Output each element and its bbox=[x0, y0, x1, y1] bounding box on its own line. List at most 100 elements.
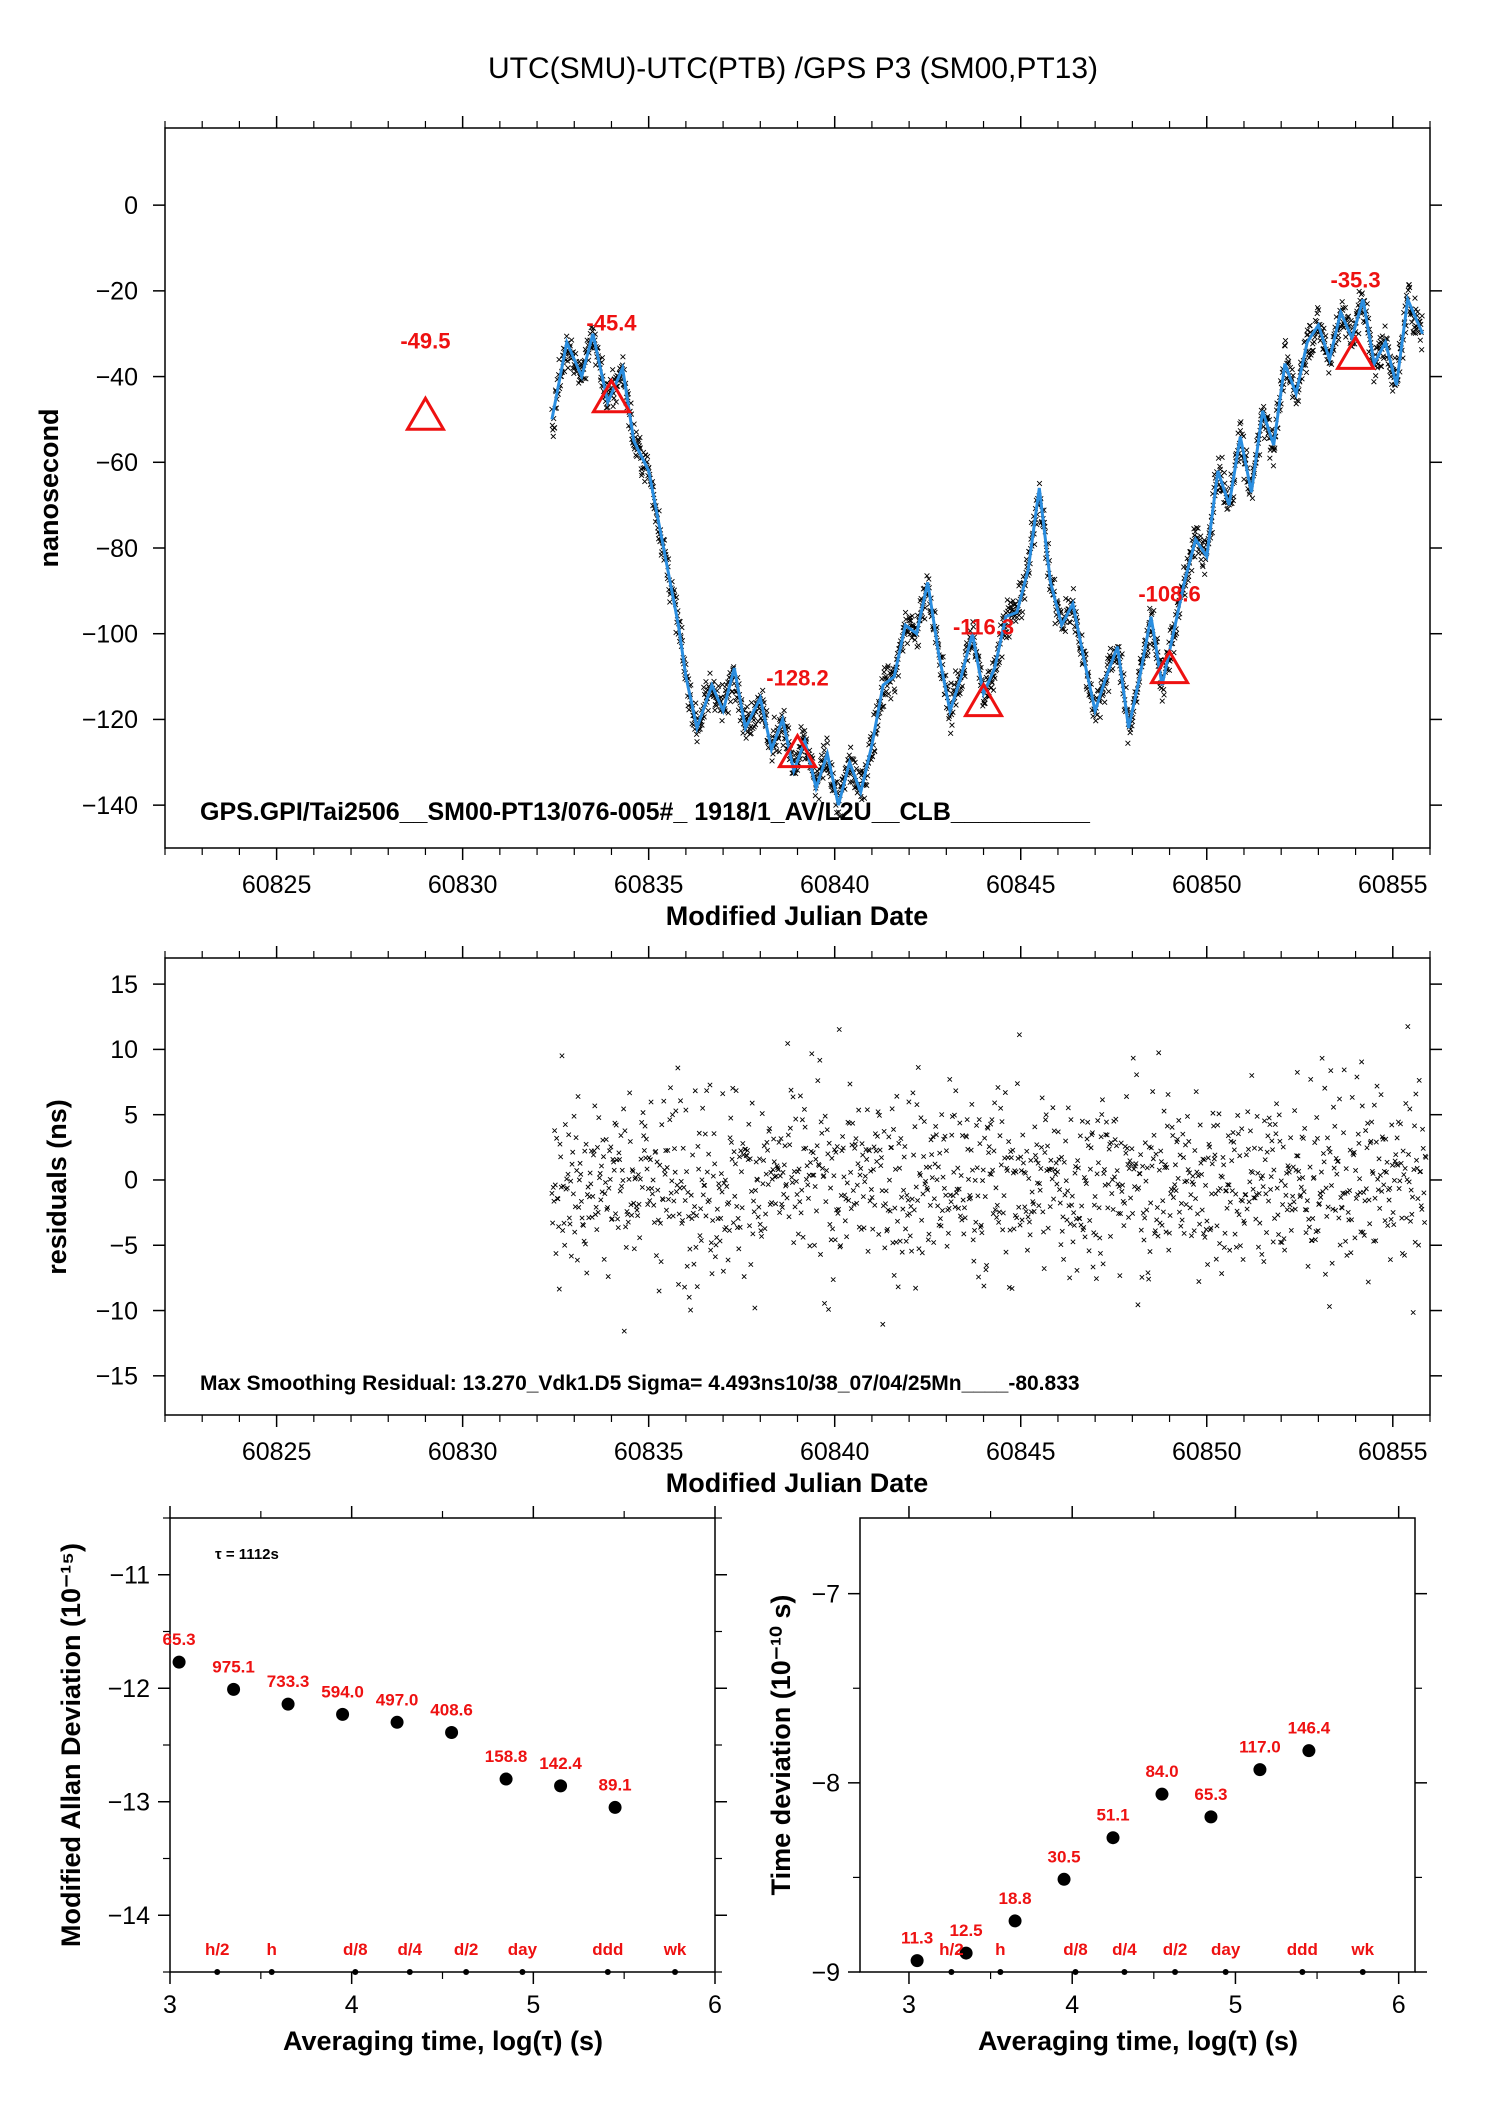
residuals-point bbox=[993, 1185, 999, 1191]
residuals-point bbox=[817, 1057, 823, 1063]
residuals-point bbox=[1158, 1148, 1164, 1154]
mdev-frame bbox=[169, 1517, 716, 1973]
residuals-point bbox=[929, 1175, 935, 1181]
residuals-point bbox=[681, 1184, 687, 1190]
residuals-point bbox=[1326, 1145, 1332, 1151]
tdev-interval-dot bbox=[1172, 1969, 1179, 1975]
residuals-point bbox=[963, 1134, 970, 1140]
timeseries-x-tick-label: 60845 bbox=[986, 871, 1056, 899]
residuals-point bbox=[1116, 1184, 1122, 1190]
residuals-point bbox=[686, 1214, 692, 1220]
residuals-point bbox=[1180, 1131, 1186, 1137]
residuals-point bbox=[1054, 1181, 1060, 1187]
mdev-point bbox=[445, 1726, 459, 1740]
residuals-point bbox=[915, 1064, 921, 1070]
residuals-point bbox=[625, 1211, 631, 1217]
residuals-point bbox=[892, 1205, 898, 1211]
residuals-point bbox=[1403, 1215, 1410, 1221]
residuals-point bbox=[1136, 1185, 1142, 1191]
residuals-point bbox=[943, 1148, 949, 1154]
residuals-point bbox=[1399, 1215, 1405, 1221]
residuals-point bbox=[722, 1177, 728, 1183]
timeseries-point bbox=[1201, 571, 1208, 578]
residuals-point bbox=[724, 1183, 730, 1189]
mdev-point bbox=[227, 1682, 241, 1696]
residuals-point bbox=[951, 1169, 957, 1175]
residuals-point bbox=[876, 1112, 882, 1118]
residuals-point bbox=[1095, 1118, 1101, 1124]
timeseries-point bbox=[583, 376, 589, 382]
residuals-y-ticks: 15 10 5 0 −5 −10 −15 bbox=[96, 971, 1442, 1391]
timeseries-marker-label: -45.4 bbox=[586, 311, 637, 336]
residuals-point bbox=[787, 1142, 793, 1148]
residuals-point bbox=[1217, 1185, 1223, 1191]
timeseries-point bbox=[1311, 339, 1317, 345]
residuals-point bbox=[899, 1194, 905, 1200]
timeseries-point bbox=[949, 722, 955, 728]
residuals-point bbox=[640, 1110, 646, 1116]
residuals-point bbox=[1377, 1205, 1383, 1211]
timeseries-point bbox=[748, 730, 754, 737]
residuals-point bbox=[1102, 1182, 1108, 1188]
residuals-point bbox=[982, 1194, 988, 1200]
mdev-interval-label: d/4 bbox=[398, 1940, 423, 1959]
residuals-point bbox=[562, 1242, 568, 1248]
residuals-point bbox=[605, 1274, 611, 1280]
timeseries-point bbox=[613, 399, 619, 405]
residuals-scatter bbox=[549, 1024, 1429, 1334]
timeseries-point bbox=[967, 628, 974, 634]
residuals-point bbox=[1221, 1244, 1227, 1251]
residuals-point bbox=[1319, 1055, 1325, 1061]
residuals-point bbox=[942, 1133, 948, 1139]
mdev-x-ticks: 3 4 5 6 bbox=[163, 1506, 722, 2019]
residuals-point bbox=[759, 1233, 765, 1239]
residuals-point bbox=[658, 1259, 664, 1265]
residuals-point bbox=[751, 1198, 757, 1204]
residuals-point bbox=[868, 1186, 874, 1192]
residuals-point bbox=[1155, 1233, 1161, 1239]
residuals-point bbox=[1330, 1206, 1336, 1212]
residuals-point bbox=[1314, 1114, 1320, 1121]
tdev-x-tick-label: 4 bbox=[1065, 1991, 1079, 2019]
residuals-point bbox=[1250, 1186, 1256, 1192]
tdev-point-label: 65.3 bbox=[1194, 1785, 1227, 1804]
residuals-point bbox=[1170, 1195, 1176, 1201]
timeseries-point bbox=[1219, 454, 1225, 461]
residuals-point bbox=[1013, 1169, 1019, 1175]
residuals-y-label: residuals (ns) bbox=[42, 1099, 72, 1275]
residuals-point bbox=[821, 1300, 828, 1306]
residuals-point bbox=[690, 1210, 696, 1216]
residuals-point bbox=[977, 1141, 983, 1147]
residuals-point bbox=[1094, 1171, 1100, 1177]
timeseries-point bbox=[1148, 611, 1155, 617]
residuals-point bbox=[781, 1162, 787, 1168]
residuals-point bbox=[1056, 1156, 1062, 1162]
residuals-point bbox=[960, 1197, 966, 1203]
residuals-point bbox=[706, 1197, 712, 1203]
residuals-point bbox=[898, 1135, 904, 1141]
mdev-x-label: Averaging time, log(τ) (s) bbox=[283, 2026, 603, 2056]
mdev-panel: 3 4 5 6 −11 −12 −13 −14 65.3 975.1 733.3 594.0 497… bbox=[56, 1506, 727, 2056]
residuals-point bbox=[824, 1168, 830, 1174]
residuals-point bbox=[847, 1081, 853, 1087]
timeseries-point bbox=[1098, 677, 1104, 684]
timeseries-point bbox=[1101, 699, 1108, 705]
residuals-point bbox=[819, 1165, 826, 1171]
residuals-point bbox=[695, 1143, 701, 1149]
timeseries-point bbox=[837, 813, 844, 819]
residuals-point bbox=[665, 1196, 671, 1202]
residuals-point bbox=[854, 1182, 860, 1188]
residuals-point bbox=[1321, 1159, 1327, 1165]
timeseries-point bbox=[906, 617, 913, 624]
timeseries-point bbox=[1063, 595, 1069, 602]
residuals-point bbox=[857, 1172, 863, 1178]
residuals-point bbox=[1300, 1135, 1306, 1141]
residuals-point bbox=[974, 1122, 980, 1128]
residuals-point bbox=[1034, 1142, 1040, 1148]
residuals-point bbox=[939, 1208, 945, 1214]
residuals-point bbox=[635, 1172, 641, 1178]
residuals-point bbox=[1219, 1271, 1225, 1277]
timeseries-point bbox=[884, 665, 891, 671]
residuals-point bbox=[1270, 1147, 1276, 1153]
residuals-point bbox=[1103, 1119, 1109, 1125]
